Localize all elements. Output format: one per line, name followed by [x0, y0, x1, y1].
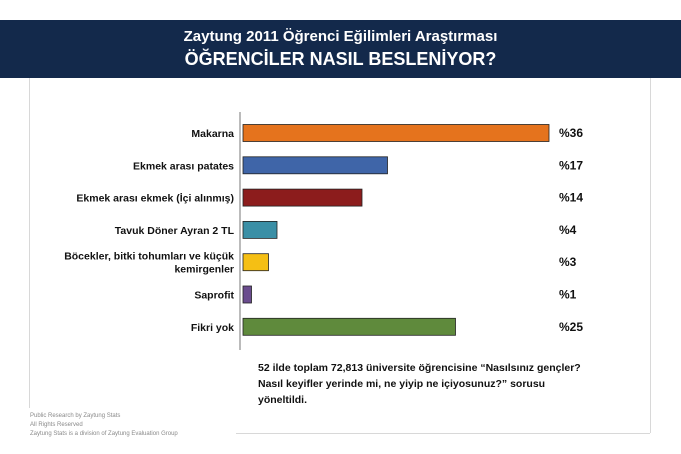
footer: Public Research by Zaytung Stats All Rig…: [30, 412, 250, 439]
footer-line-3: Zaytung Stats is a division of Zaytung E…: [30, 431, 178, 437]
page-subtitle: ÖĞRENCİLER NASIL BESLENİYOR?: [184, 49, 497, 69]
category-label-4-line-1: kemirgenler: [174, 264, 234, 276]
value-label-3: %4: [559, 223, 577, 237]
category-label-3-line-0: Tavuk Döner Ayran 2 TL: [115, 225, 235, 237]
value-label-0: %36: [559, 126, 583, 140]
bar-4: [242, 253, 269, 272]
category-label-5: Saprofit: [194, 290, 234, 302]
frame-right-line: [650, 78, 651, 433]
category-label-1: Ekmek arası patates: [133, 160, 234, 172]
bar-3: [242, 220, 278, 239]
value-label-4: %3: [559, 255, 577, 269]
category-label-2-line-0: Ekmek arası ekmek (İçi alınmış): [76, 192, 234, 205]
survey-note: 52 ilde toplam 72,813 üniversite öğrenci…: [258, 362, 581, 406]
bar-5: [242, 285, 252, 304]
category-label-0: Makarna: [191, 128, 234, 140]
footer-line-2: All Rights Reserved: [30, 422, 83, 428]
bar-0: [242, 124, 550, 142]
bar-2: [242, 188, 363, 207]
frame-bottom-line: [236, 433, 650, 434]
category-label-4: Böcekler, bitki tohumları ve küçük kemirg…: [64, 251, 234, 276]
category-label-5-line-0: Saprofit: [194, 290, 234, 302]
bar-6: [242, 317, 456, 336]
bar-1: [242, 156, 388, 175]
header-banner: Zaytung 2011 Öğrenci Eğilimleri Araştırm…: [0, 20, 681, 78]
value-label-1: %17: [559, 158, 583, 172]
value-label-2: %14: [559, 191, 583, 205]
category-label-6: Fikri yok: [191, 322, 234, 334]
category-label-0-line-0: Makarna: [191, 128, 234, 140]
category-label-6-line-0: Fikri yok: [191, 322, 234, 334]
category-label-2: Ekmek arası ekmek (İçi alınmış): [76, 192, 234, 205]
category-label-3: Tavuk Döner Ayran 2 TL: [115, 225, 235, 237]
footer-line-1: Public Research by Zaytung Stats: [30, 413, 121, 419]
value-label-6: %25: [559, 320, 583, 334]
category-label-1-line-0: Ekmek arası patates: [133, 160, 234, 172]
value-label-5: %1: [559, 288, 577, 302]
category-label-4-line-0: Böcekler, bitki tohumları ve küçük: [64, 251, 234, 263]
frame-left-line: [29, 78, 30, 408]
page-title: Zaytung 2011 Öğrenci Eğilimleri Araştırm…: [183, 28, 498, 45]
